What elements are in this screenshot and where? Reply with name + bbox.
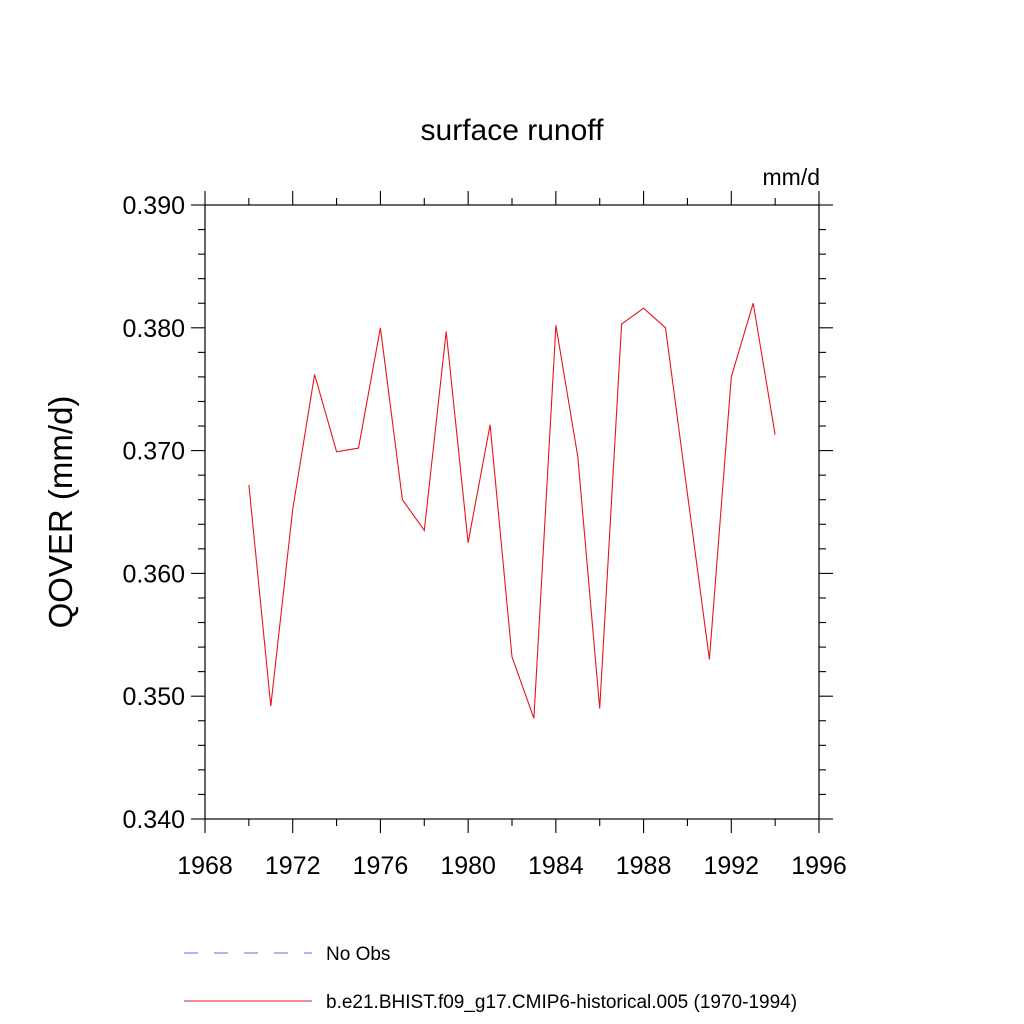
chart-title: surface runoff xyxy=(421,114,605,147)
y-axis-ticks: 0.340 0.350 0.360 0.370 0.380 0.390 xyxy=(122,192,833,834)
y-tick-label: 0.340 xyxy=(122,806,185,834)
x-tick-label: 1972 xyxy=(265,852,321,880)
x-tick-label: 1976 xyxy=(353,852,409,880)
x-tick-label: 1996 xyxy=(791,852,847,880)
y-tick-label: 0.380 xyxy=(122,315,185,343)
y-tick-label: 0.360 xyxy=(122,560,185,588)
legend-label-0: No Obs xyxy=(326,944,390,965)
x-tick-label: 1968 xyxy=(177,852,233,880)
plot-frame xyxy=(204,204,820,820)
series-layer xyxy=(248,303,776,719)
units-label: mm/d xyxy=(763,164,821,190)
y-tick-label: 0.350 xyxy=(122,683,185,711)
y-tick-label: 0.370 xyxy=(122,438,185,466)
x-tick-label: 1984 xyxy=(528,852,584,880)
y-tick-label: 0.390 xyxy=(122,192,185,220)
legend: No Obs b.e21.BHIST.f09_g17.CMIP6-historic… xyxy=(184,944,797,1013)
x-tick-label: 1992 xyxy=(703,852,759,880)
x-axis-ticks: 1968 1972 1976 1980 1984 1988 1992 1996 xyxy=(177,191,847,880)
x-tick-label: 1988 xyxy=(616,852,672,880)
legend-label-1: b.e21.BHIST.f09_g17.CMIP6-historical.005… xyxy=(326,992,797,1013)
x-tick-label: 1980 xyxy=(440,852,496,880)
y-axis-label: QOVER (mm/d) xyxy=(42,396,79,629)
series-line-0 xyxy=(248,303,776,719)
